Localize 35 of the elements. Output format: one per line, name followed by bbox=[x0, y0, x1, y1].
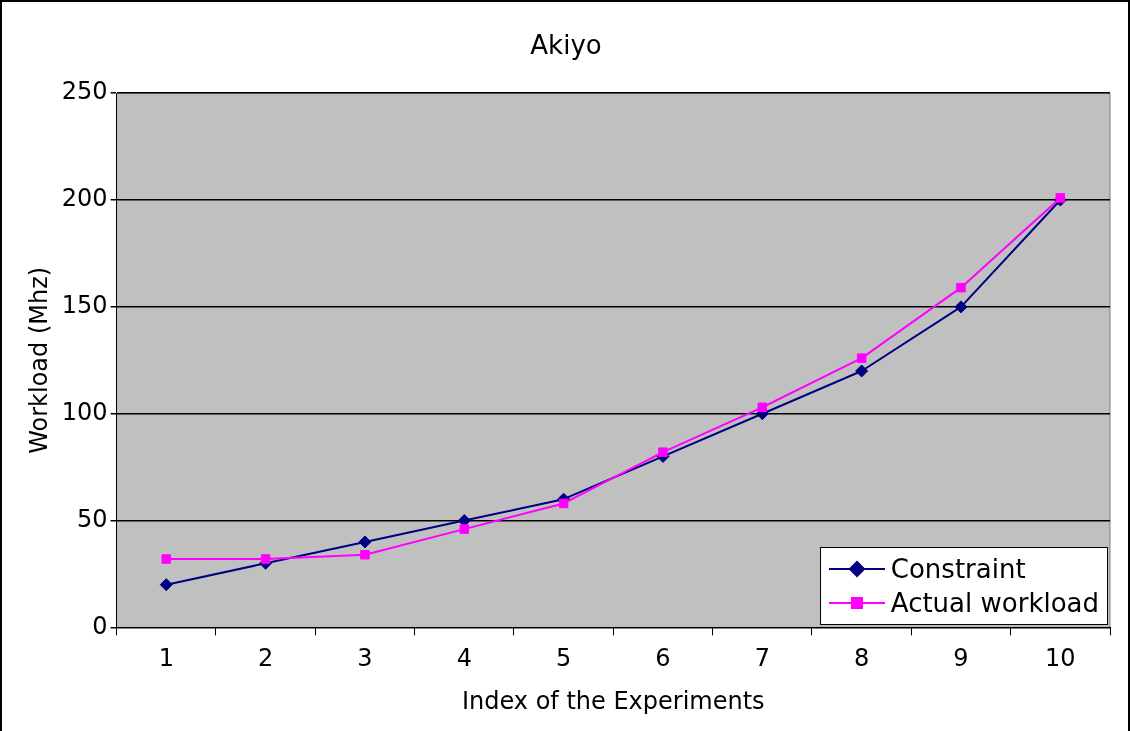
point bbox=[855, 364, 869, 378]
y-tick-label: 0 bbox=[92, 611, 108, 640]
point bbox=[856, 353, 867, 363]
point bbox=[159, 578, 173, 592]
chart-title: Akiyo bbox=[530, 30, 602, 61]
point bbox=[161, 554, 172, 564]
x-tick-label: 6 bbox=[655, 644, 671, 673]
x-tick-label: 7 bbox=[754, 644, 770, 673]
x-tick-label: 4 bbox=[456, 644, 472, 673]
point bbox=[360, 550, 370, 560]
x-tick-label: 2 bbox=[257, 644, 274, 673]
point bbox=[358, 535, 372, 549]
y-tick-label: 200 bbox=[61, 184, 108, 213]
x-tick-label: 1 bbox=[158, 644, 174, 673]
x-tick-label: 9 bbox=[953, 644, 969, 673]
legend-label: Constraint bbox=[890, 553, 1026, 587]
y-tick-label: 50 bbox=[77, 504, 108, 533]
x-tick-label: 5 bbox=[555, 644, 572, 673]
y-axis-title: Workload (Mhz) bbox=[24, 266, 53, 454]
x-tick-label: 3 bbox=[357, 644, 373, 673]
y-tick-label: 150 bbox=[61, 291, 108, 320]
point bbox=[757, 402, 768, 413]
y-tick-label: 100 bbox=[61, 397, 108, 426]
point bbox=[1055, 193, 1066, 203]
point bbox=[260, 554, 271, 564]
point bbox=[658, 447, 668, 457]
point bbox=[558, 498, 569, 509]
point bbox=[459, 524, 470, 534]
x-tick-label: 10 bbox=[1045, 644, 1076, 673]
legend-label: Actual workload bbox=[890, 587, 1099, 621]
x-tick-label: 8 bbox=[854, 644, 870, 673]
x-axis-title: Index of the Experiments bbox=[461, 686, 765, 715]
point bbox=[956, 282, 966, 293]
y-tick-label: 250 bbox=[61, 77, 108, 106]
point bbox=[954, 300, 968, 314]
